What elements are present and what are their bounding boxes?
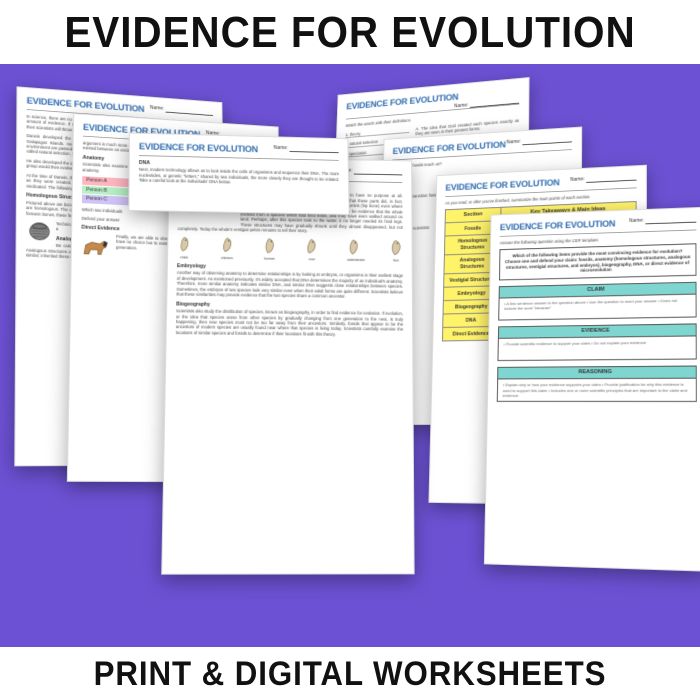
footer-title: PRINT & DIGITAL WORKSHEETS [28,655,672,694]
reasoning-box: REASONING • Explain why or how your evid… [497,366,697,403]
main-title: EVIDENCE FOR EVOLUTION [28,8,672,58]
name-field: Name: [506,136,572,146]
name-field: Name: [150,105,213,116]
cer-prompt: Which of the following items provide the… [499,243,697,280]
claim-box: CLAIM • A few sentence answer to the que… [498,282,697,321]
worksheet-cer: EVIDENCE FOR EVOLUTION Name: Answer the … [484,207,700,572]
name-field: Name: [629,216,696,225]
sheet-title: EVIDENCE FOR EVOLUTION [139,142,258,156]
evidence-box: EVIDENCE • Provide scientific evidence t… [497,324,696,362]
name-field: Name: [454,98,519,110]
worksheet-dna: EVIDENCE FOR EVOLUTION Name: DNA Next, m… [128,133,349,215]
header-band: EVIDENCE FOR EVOLUTION [0,0,700,64]
worksheet-stage: EVIDENCE FOR EVOLUTION Name: In science,… [0,64,700,647]
worksheet-vestigial: EVIDENCE FOR EVOLUTION Name: Vestigial S… [161,156,414,575]
footer-band: PRINT & DIGITAL WORKSHEETS [0,647,700,700]
name-field: Name: [570,174,636,183]
embryo-row: chick chicken human cow salamander fish [177,236,403,264]
sheet-title: EVIDENCE FOR EVOLUTION [392,140,505,158]
product-card: EVIDENCE FOR EVOLUTION EVIDENCE FOR EVOL… [0,0,700,700]
trilobite-icon [26,220,53,245]
dog-icon [81,234,112,261]
